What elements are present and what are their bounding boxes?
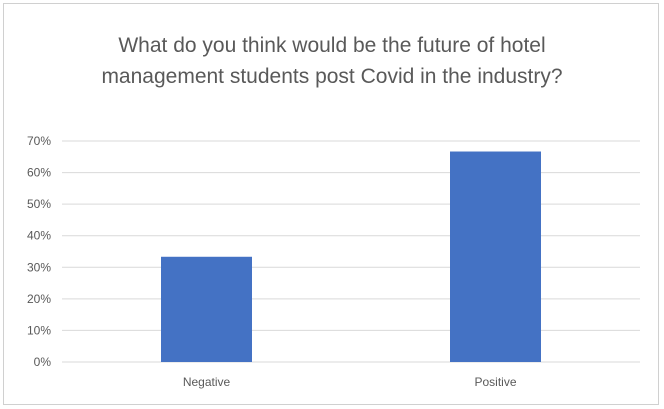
x-tick-label: Negative (183, 375, 231, 389)
y-tick-label: 0% (34, 355, 52, 369)
y-tick-label: 20% (27, 292, 51, 306)
y-axis-ticks: 0% 10% 20% 30% 40% 50% 60% 70% (27, 134, 51, 369)
y-tick-label: 50% (27, 197, 51, 211)
y-tick-label: 10% (27, 323, 51, 337)
bar-negative (161, 256, 252, 362)
bars (161, 151, 541, 362)
bar-positive (450, 151, 541, 362)
y-tick-label: 40% (27, 229, 51, 243)
y-tick-label: 70% (27, 134, 51, 148)
gridlines (62, 140, 640, 363)
x-tick-label: Positive (474, 375, 516, 389)
y-tick-label: 60% (27, 166, 51, 180)
chart-title: What do you think would be the future of… (101, 34, 563, 88)
y-tick-label: 30% (27, 260, 51, 274)
x-axis-ticks: Negative Positive (183, 375, 517, 389)
